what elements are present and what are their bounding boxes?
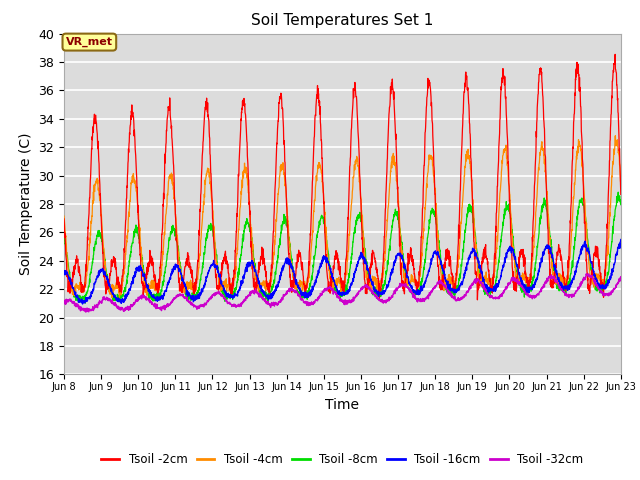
Text: VR_met: VR_met <box>66 37 113 47</box>
Legend: Tsoil -2cm, Tsoil -4cm, Tsoil -8cm, Tsoil -16cm, Tsoil -32cm: Tsoil -2cm, Tsoil -4cm, Tsoil -8cm, Tsoi… <box>97 448 588 471</box>
Title: Soil Temperatures Set 1: Soil Temperatures Set 1 <box>252 13 433 28</box>
X-axis label: Time: Time <box>325 397 360 411</box>
Y-axis label: Soil Temperature (C): Soil Temperature (C) <box>19 133 33 275</box>
